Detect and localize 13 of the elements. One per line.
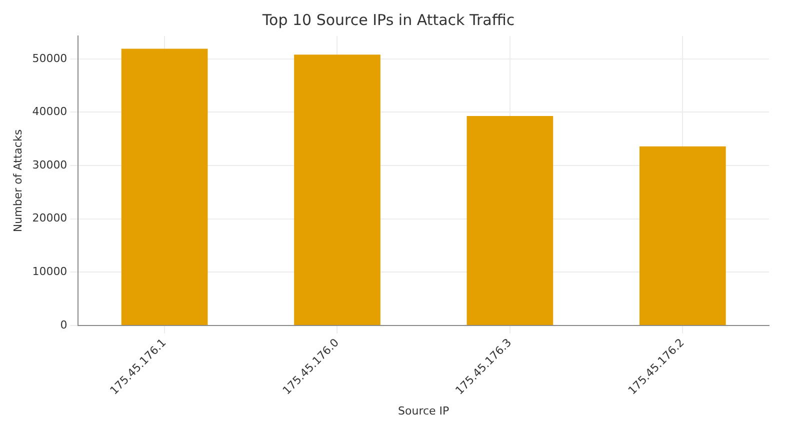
bar [294,54,380,326]
bar [466,116,554,326]
chart-title: Top 10 Source IPs in Attack Traffic [261,10,515,29]
y-tick-label: 0 [60,318,68,332]
bar [639,146,726,326]
y-tick-label: 40000 [32,105,68,118]
y-axis-title: Number of Attacks [11,129,24,232]
y-tick-label: 20000 [32,212,68,225]
y-tick-label: 50000 [32,52,68,65]
y-tick-label: 30000 [32,158,68,172]
y-tick-label: 10000 [32,265,68,278]
bar [121,48,208,326]
x-axis-title: Source IP [398,404,450,418]
